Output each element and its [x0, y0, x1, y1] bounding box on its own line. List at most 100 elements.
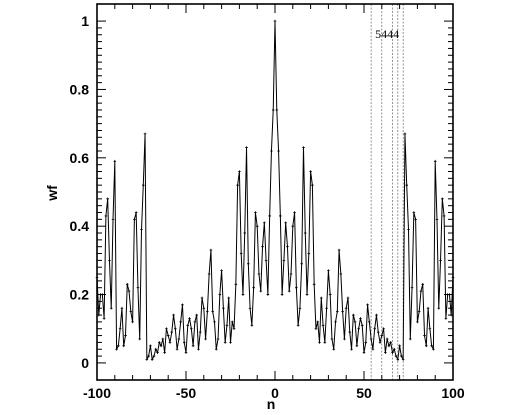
data-point: [359, 317, 362, 320]
data-point: [327, 269, 330, 272]
data-point: [134, 211, 138, 214]
data-point: [344, 306, 348, 310]
axes-frame: [96, 3, 454, 381]
data-point: [328, 293, 332, 296]
data-point: [295, 286, 298, 290]
data-point: [122, 344, 125, 348]
data-point: [204, 337, 207, 341]
data-point: [368, 320, 371, 324]
data-point: [394, 354, 398, 358]
data-point: [247, 262, 250, 266]
data-point: [441, 197, 444, 201]
data-point: [385, 337, 389, 341]
vertical-guide-lines: [370, 4, 404, 380]
data-point: [177, 337, 181, 341]
data-point: [432, 347, 435, 351]
data-point: [127, 289, 131, 293]
data-point: [118, 327, 122, 331]
data-point: [250, 324, 254, 327]
y-tick-label: 0.6: [70, 150, 90, 166]
data-point: [115, 347, 118, 351]
data-point: [218, 293, 222, 296]
data-point: [336, 310, 339, 313]
data-point: [435, 218, 439, 221]
data-point: [330, 337, 334, 341]
data-point: [266, 293, 270, 296]
data-point: [417, 310, 421, 313]
data-point: [314, 327, 318, 331]
data-point: [408, 337, 412, 341]
data-point: [222, 306, 225, 310]
data-point: [286, 245, 289, 248]
data-point: [378, 341, 382, 344]
series-line-0: [96, 21, 454, 362]
y-tick-label: 0.4: [70, 218, 90, 234]
data-point: [174, 327, 177, 331]
data-point: [209, 248, 213, 252]
data-point: [348, 330, 352, 334]
data-point: [198, 330, 202, 334]
y-tick-label: 0.2: [70, 287, 90, 303]
data-point: [186, 324, 190, 327]
data-point: [106, 197, 109, 201]
data-point: [316, 320, 320, 324]
data-point: [271, 108, 275, 112]
data-point: [303, 231, 307, 235]
data-point: [200, 296, 204, 300]
y-axis-label: wf: [44, 185, 60, 202]
data-point: [150, 358, 154, 361]
data-point: [163, 351, 166, 354]
data-point: [270, 149, 273, 153]
data-point: [318, 341, 321, 344]
tick-labels: -100 -50 0 50 100 0 0.2 0.4 0.6 0.8 1: [70, 13, 465, 401]
x-tick-label: 50: [356, 385, 372, 401]
data-point: [384, 351, 387, 354]
data-point: [382, 327, 385, 331]
data-point: [389, 341, 392, 344]
data-point: [350, 347, 353, 351]
data-point: [444, 317, 448, 320]
data-point: [245, 146, 248, 149]
data-point: [334, 320, 337, 324]
data-point: [339, 272, 343, 276]
data-point: [206, 310, 209, 313]
data-point: [136, 286, 140, 290]
data-point: [407, 228, 410, 231]
data-point: [293, 211, 296, 214]
data-point: [229, 341, 232, 344]
data-point: [241, 293, 245, 296]
data-point: [211, 310, 214, 313]
data-point: [108, 259, 111, 262]
x-tick-label: -100: [83, 385, 111, 401]
data-point: [419, 289, 423, 293]
annotation-text: 5444: [375, 27, 399, 41]
data-point: [321, 324, 325, 327]
data-point: [364, 341, 368, 344]
data-point: [124, 334, 127, 337]
data-point: [400, 354, 403, 358]
data-point: [223, 341, 227, 344]
data-point: [197, 347, 200, 351]
y-tick-label: 1: [81, 13, 89, 29]
data-point: [227, 296, 231, 300]
data-point: [104, 214, 108, 218]
x-tick-label: -50: [176, 385, 196, 401]
data-point: [277, 149, 280, 153]
data-point: [170, 330, 174, 334]
data-point: [369, 337, 373, 341]
data-point: [165, 327, 168, 331]
data-point: [355, 344, 359, 348]
data-point: [214, 347, 218, 351]
data-point: [152, 354, 156, 358]
plot-frame: [96, 3, 454, 381]
data-point: [442, 214, 446, 218]
data-point: [140, 228, 143, 231]
data-point: [109, 306, 113, 310]
data-point: [168, 341, 172, 344]
data-point: [289, 272, 293, 276]
data-point: [147, 354, 150, 358]
data-point: [282, 259, 286, 262]
data-point: [113, 159, 117, 163]
data-point: [426, 306, 430, 310]
data-point: [346, 296, 350, 300]
